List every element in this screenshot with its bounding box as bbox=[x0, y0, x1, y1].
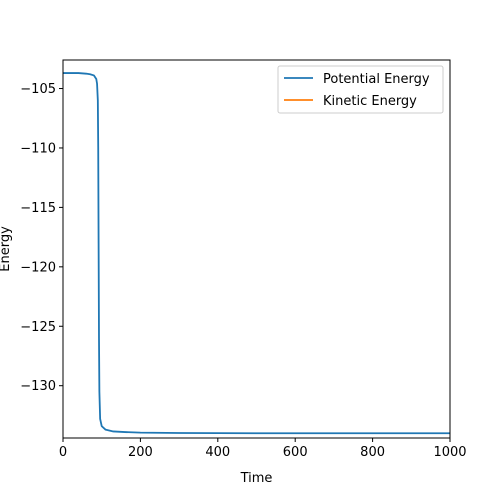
x-axis-ticks: 0 200 400 600 800 1000 bbox=[59, 438, 467, 460]
x-tick-label-400: 400 bbox=[205, 445, 230, 460]
legend-label-kinetic-energy: Kinetic Energy bbox=[323, 94, 417, 109]
legend: Potential Energy Kinetic Energy bbox=[277, 65, 444, 114]
y-tick-label-115: −115 bbox=[20, 201, 56, 216]
x-tick-label-600: 600 bbox=[283, 445, 308, 460]
y-tick-label-110: −110 bbox=[20, 141, 56, 156]
plot-frame bbox=[62, 59, 451, 439]
y-axis-label: Energy bbox=[0, 226, 13, 272]
x-tick-label-800: 800 bbox=[360, 445, 385, 460]
legend-label-potential-energy: Potential Energy bbox=[323, 72, 430, 87]
y-axis-ticks: −105 −110 −115 −120 −125 −130 bbox=[20, 82, 63, 394]
series-line-potential-energy bbox=[63, 72, 450, 435]
x-tick-label-0: 0 bbox=[59, 445, 67, 460]
legend-box bbox=[277, 65, 444, 114]
series-lines bbox=[63, 72, 450, 435]
y-tick-label-105: −105 bbox=[20, 82, 56, 97]
x-axis-label: Time bbox=[240, 471, 273, 486]
y-tick-label-130: −130 bbox=[20, 379, 56, 394]
y-tick-label-120: −120 bbox=[20, 260, 56, 275]
y-tick-label-125: −125 bbox=[20, 320, 56, 335]
x-tick-label-1000: 1000 bbox=[433, 445, 466, 460]
x-tick-label-200: 200 bbox=[128, 445, 153, 460]
